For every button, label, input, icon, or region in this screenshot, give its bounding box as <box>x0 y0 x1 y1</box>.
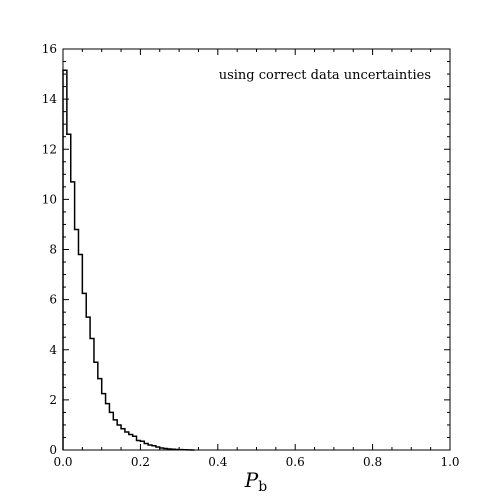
x-tick-label: 1.0 <box>440 455 459 469</box>
y-tick-label: 10 <box>42 192 57 206</box>
x-tick-label: 0.6 <box>286 455 305 469</box>
plot-frame <box>62 48 451 451</box>
y-tick-label: 14 <box>42 92 58 106</box>
x-tick-label: 0.2 <box>131 455 150 469</box>
y-tick-label: 12 <box>42 142 57 156</box>
y-tick-label: 8 <box>49 243 57 257</box>
x-axis-label-subscript: b <box>258 479 267 495</box>
x-axis-label: Pb <box>244 468 267 495</box>
x-tick-label: 0.8 <box>363 455 382 469</box>
y-tick-label: 4 <box>49 343 57 357</box>
y-tick-label: 0 <box>49 443 57 457</box>
x-tick-label: 0.4 <box>208 455 227 469</box>
axis-ticks <box>62 48 451 451</box>
annotation-text: using correct data uncertainties <box>219 68 431 83</box>
axis-tick-labels: 0.0 0.2 0.4 0.6 0.8 1.0 0 2 4 6 8 10 12 14 16 <box>42 42 460 469</box>
y-tick-label: 16 <box>42 42 57 56</box>
y-tick-label: 6 <box>49 293 57 307</box>
x-axis-label-main: P <box>244 468 259 492</box>
histogram-step-line <box>62 69 195 451</box>
x-tick-label: 0.0 <box>53 455 72 469</box>
y-tick-label: 2 <box>49 393 57 407</box>
